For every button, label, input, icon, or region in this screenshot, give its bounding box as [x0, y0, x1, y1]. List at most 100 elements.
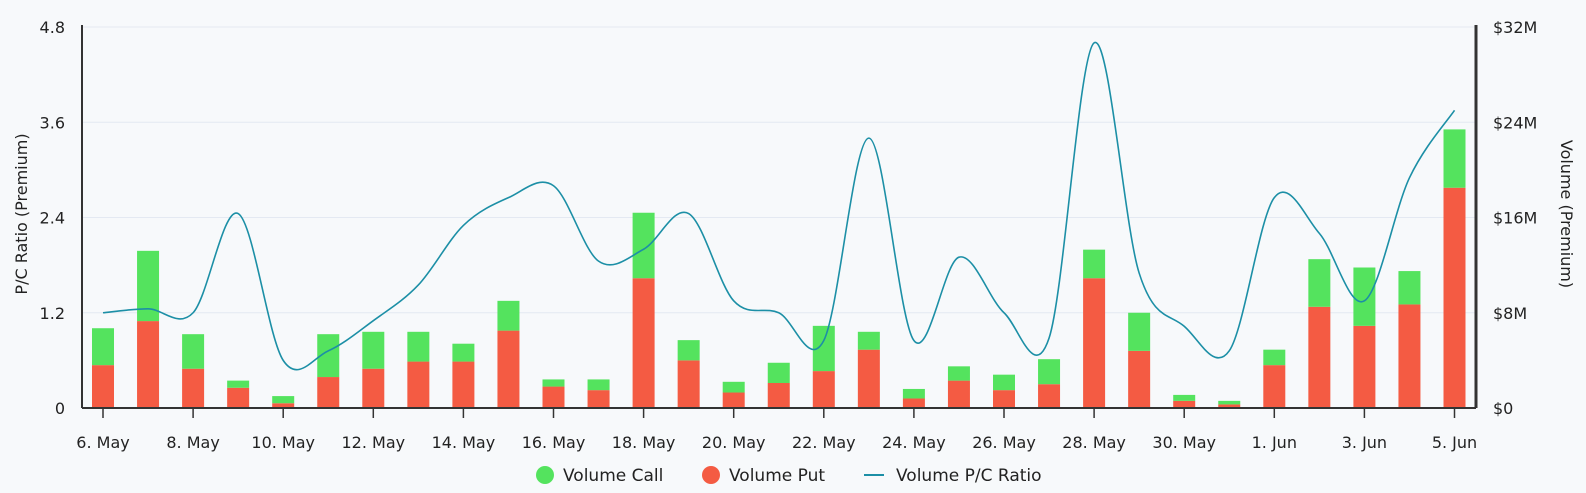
bar-volume-put[interactable] — [407, 361, 430, 408]
bar-volume-put[interactable] — [272, 403, 295, 408]
x-tick-label: 30. May — [1152, 433, 1216, 452]
bar-volume-put[interactable] — [1398, 304, 1421, 408]
bar-volume-put[interactable] — [1038, 384, 1061, 408]
bar-volume-put[interactable] — [587, 390, 610, 408]
bar-volume-call[interactable] — [542, 379, 565, 387]
bar-volume-call[interactable] — [452, 343, 475, 362]
bar-volume-call[interactable] — [182, 334, 205, 369]
bar-volume-call[interactable] — [407, 331, 430, 362]
legend-marker-put — [702, 466, 720, 484]
x-tick-label: 22. May — [792, 433, 856, 452]
bar-volume-put[interactable] — [767, 382, 790, 408]
bar-series — [92, 129, 1466, 408]
bar-volume-put[interactable] — [1173, 400, 1196, 408]
right-tick-label: $0 — [1493, 399, 1513, 418]
left-axis-ticks: 0 1.2 2.4 3.6 4.8 — [40, 18, 65, 418]
bar-volume-put[interactable] — [92, 365, 114, 408]
x-tick-label: 28. May — [1062, 433, 1126, 452]
bar-volume-call[interactable] — [1443, 129, 1466, 188]
bar-volume-put[interactable] — [317, 377, 340, 408]
bar-volume-call[interactable] — [362, 331, 385, 369]
x-tick-label: 14. May — [432, 433, 496, 452]
bar-volume-put[interactable] — [1128, 350, 1151, 408]
legend-item-volume-put[interactable]: Volume Put — [702, 466, 825, 486]
bar-volume-put[interactable] — [722, 392, 745, 408]
legend-label-put: Volume Put — [729, 466, 825, 486]
bar-volume-call[interactable] — [1038, 359, 1061, 385]
bar-volume-put[interactable] — [632, 278, 655, 408]
bar-volume-call[interactable] — [1218, 400, 1241, 405]
bar-volume-put[interactable] — [812, 371, 835, 408]
bar-volume-call[interactable] — [993, 374, 1015, 391]
axes — [81, 25, 1478, 409]
bar-volume-call[interactable] — [587, 379, 610, 391]
legend-marker-call — [536, 466, 554, 484]
left-tick-label: 4.8 — [40, 18, 65, 37]
bar-volume-put[interactable] — [1353, 325, 1376, 408]
bar-volume-put[interactable] — [993, 390, 1015, 408]
legend-item-volume-call[interactable]: Volume Call — [536, 466, 663, 486]
right-tick-label: $16M — [1493, 209, 1537, 228]
bar-volume-put[interactable] — [542, 386, 565, 408]
x-tick-label: 12. May — [341, 433, 405, 452]
legend: Volume Call Volume Put Volume P/C Ratio — [536, 466, 1042, 486]
bar-volume-put[interactable] — [1443, 187, 1466, 408]
bar-volume-put[interactable] — [137, 321, 160, 408]
legend-label-ratio: Volume P/C Ratio — [896, 466, 1042, 486]
bar-volume-call[interactable] — [812, 325, 835, 372]
bar-volume-put[interactable] — [362, 368, 385, 408]
bar-volume-call[interactable] — [317, 334, 340, 378]
bar-volume-call[interactable] — [632, 212, 655, 279]
bar-volume-put[interactable] — [497, 330, 520, 408]
bar-volume-call[interactable] — [857, 331, 880, 350]
bar-volume-put[interactable] — [227, 387, 250, 408]
bar-volume-call[interactable] — [722, 381, 745, 393]
legend-label-call: Volume Call — [563, 466, 663, 486]
x-tick-label: 20. May — [702, 433, 766, 452]
bar-volume-call[interactable] — [227, 380, 250, 388]
bar-volume-call[interactable] — [92, 328, 114, 366]
x-tick-label: 8. May — [166, 433, 219, 452]
left-tick-label: 1.2 — [40, 304, 65, 323]
bar-volume-put[interactable] — [1083, 278, 1106, 408]
line-volume-pc-ratio[interactable] — [102, 42, 1456, 371]
bar-volume-put[interactable] — [857, 349, 880, 408]
bar-volume-call[interactable] — [137, 250, 160, 322]
bar-volume-call[interactable] — [497, 300, 520, 331]
bar-volume-call[interactable] — [1353, 267, 1376, 326]
right-tick-label: $8M — [1493, 304, 1527, 323]
bar-volume-call[interactable] — [1083, 249, 1106, 279]
bar-volume-put[interactable] — [947, 380, 970, 408]
x-tick-label: 1. Jun — [1252, 433, 1297, 452]
bar-volume-call[interactable] — [1308, 259, 1331, 307]
left-tick-label: 3.6 — [40, 113, 65, 132]
x-tick-label: 6. May — [76, 433, 129, 452]
bar-volume-call[interactable] — [272, 396, 295, 404]
x-tick-label: 16. May — [522, 433, 586, 452]
bar-volume-call[interactable] — [1128, 312, 1151, 351]
legend-item-volume-pc-ratio[interactable]: Volume P/C Ratio — [864, 466, 1042, 486]
bar-volume-call[interactable] — [767, 362, 790, 383]
bar-volume-put[interactable] — [677, 360, 700, 408]
x-tick-label: 5. Jun — [1432, 433, 1477, 452]
bar-volume-put[interactable] — [902, 398, 925, 408]
bar-volume-put[interactable] — [452, 361, 475, 408]
bar-volume-put[interactable] — [1308, 306, 1331, 408]
bar-volume-call[interactable] — [947, 366, 970, 381]
bar-volume-call[interactable] — [902, 388, 925, 399]
bar-volume-call[interactable] — [1398, 271, 1421, 305]
x-tick-label: 18. May — [612, 433, 676, 452]
bar-volume-put[interactable] — [1263, 365, 1286, 408]
right-axis-title: Volume (Premium) — [1557, 140, 1576, 288]
bar-volume-put[interactable] — [182, 368, 205, 408]
bar-volume-call[interactable] — [1173, 394, 1196, 401]
bar-volume-put[interactable] — [1218, 404, 1241, 408]
x-tick-label: 3. Jun — [1342, 433, 1387, 452]
x-axis-ticks: 6. May 8. May 10. May 12. May 14. May 16. May… — [76, 408, 1477, 452]
bar-volume-call[interactable] — [677, 340, 700, 361]
right-tick-label: $32M — [1493, 18, 1537, 37]
right-axis-ticks: $0 $8M $16M $24M $32M — [1493, 18, 1537, 418]
bar-volume-call[interactable] — [1263, 349, 1286, 366]
